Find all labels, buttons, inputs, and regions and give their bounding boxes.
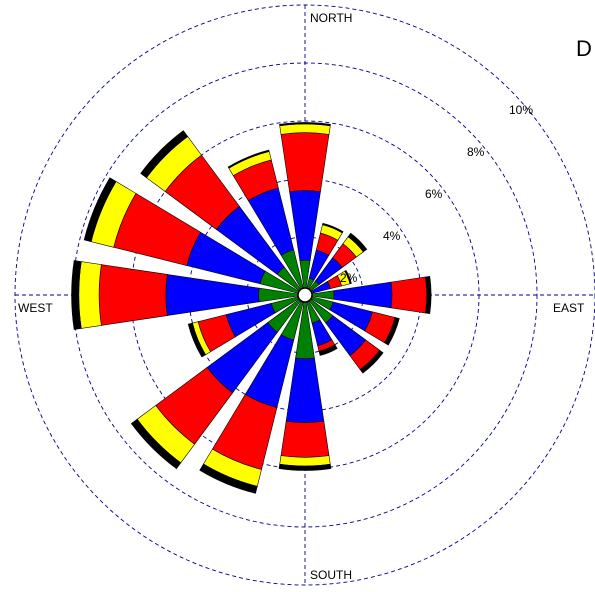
wind-sector-337.5-segment-5 [227, 149, 270, 169]
wind-sector-90-segment-2 [333, 281, 393, 309]
center-hub [297, 287, 313, 303]
wind-sector-112.5-segment-5 [384, 317, 400, 346]
wind-sector-45-segment-5 [347, 232, 368, 253]
wind-sector-0-segment-3 [280, 132, 330, 193]
wind-sector-180-segment-1 [295, 294, 315, 360]
chart-labels: NORTH EAST SOUTH WEST 2% 4% 6% 8% 10% [18, 11, 585, 582]
direction-label-west: WEST [18, 301, 53, 315]
wind-sector-135-segment-5 [359, 349, 384, 374]
wind-sector-67.5-segment-5 [344, 269, 352, 285]
direction-label-south: SOUTH [310, 568, 352, 582]
wind-sector-90-segment-5 [425, 276, 432, 314]
wind-sector-270-segment-3 [98, 264, 168, 326]
wind-sector-90-segment-3 [390, 276, 428, 314]
wind-sector-0-segment-4 [279, 123, 331, 135]
radial-tick-label-2: 2% [340, 271, 358, 285]
wind-sector-0-segment-5 [279, 122, 331, 127]
wind-sector-22.5-segment-5 [322, 222, 344, 234]
wind-sectors [71, 122, 432, 494]
wind-sector-180-segment-4 [279, 455, 331, 467]
radial-tick-label-6: 6% [425, 187, 443, 201]
wind-sector-157.5-segment-5 [318, 344, 338, 356]
direction-label-north: NORTH [310, 11, 352, 25]
wind-sector-180-segment-2 [285, 357, 325, 423]
wind-sector-0-segment-2 [289, 190, 321, 261]
wind-sector-270-segment-2 [165, 274, 260, 316]
direction-label-east: EAST [553, 301, 585, 315]
radial-tick-label-8: 8% [467, 145, 485, 159]
wind-sector-225-segment-5 [130, 418, 182, 470]
wind-sector-292.5-segment-5 [83, 177, 117, 243]
wind-sector-315-segment-5 [140, 130, 189, 179]
radial-tick-label-4: 4% [383, 229, 401, 243]
wind-sector-180-segment-5 [278, 463, 332, 471]
wind-sector-247.5-segment-5 [187, 322, 206, 358]
radial-tick-label-10: 10% [509, 103, 533, 117]
wind-sector-270-segment-5 [71, 260, 82, 330]
wind-sector-202.5-segment-5 [199, 463, 258, 494]
wind-sector-180-segment-3 [280, 420, 330, 458]
wind-sector-270-segment-4 [78, 261, 102, 329]
chart-title-fragment: D [576, 36, 592, 61]
